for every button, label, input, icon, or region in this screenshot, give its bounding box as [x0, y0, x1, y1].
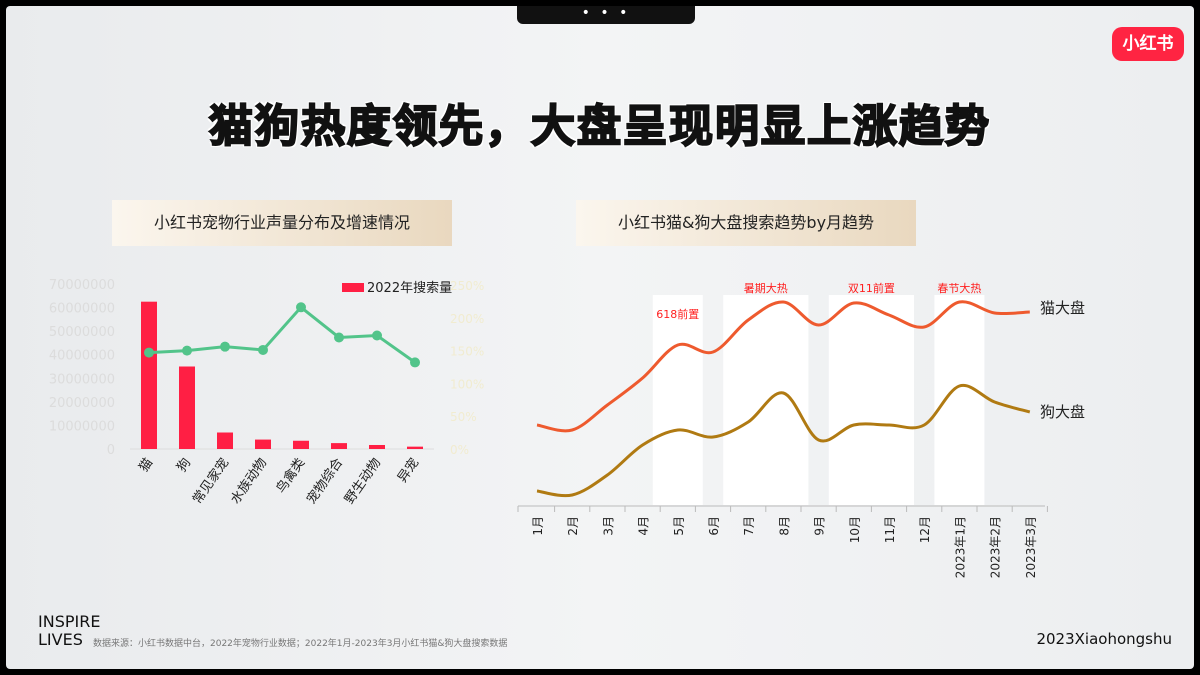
- growth-point: [334, 332, 344, 343]
- growth-point: [372, 330, 382, 341]
- slide: • • • 小红书: [6, 6, 1194, 669]
- y-right-tick: 250%: [450, 279, 484, 293]
- legend-swatch: [342, 283, 364, 292]
- x-tick-label: 10月: [848, 516, 862, 543]
- highlight-label: 618前置: [656, 307, 699, 321]
- growth-point: [410, 357, 420, 368]
- xiaohongshu-logo: 小红书: [1112, 27, 1184, 61]
- x-tick-label: 2月: [566, 516, 580, 536]
- y-left-tick: 60000000: [49, 302, 115, 317]
- y-left-tick: 20000000: [49, 396, 115, 411]
- growth-point: [220, 341, 230, 352]
- y-right-tick: 100%: [450, 377, 484, 391]
- x-tick-label: 12月: [918, 516, 932, 543]
- volume-growth-chart: 0 10000000 20000000 30000000 40000000 5000000…: [49, 278, 484, 507]
- x-tick-label: 5月: [672, 516, 686, 536]
- highlight-band: [652, 295, 703, 505]
- x-tick-label: 3月: [601, 516, 615, 536]
- highlight-label: 春节大热: [937, 281, 981, 295]
- y-left-tick: 50000000: [49, 325, 115, 340]
- highlight-band: [828, 295, 914, 505]
- bar: [255, 439, 271, 449]
- bar: [331, 443, 347, 449]
- y-left-tick: 30000000: [49, 372, 115, 387]
- growth-point: [296, 302, 306, 313]
- copyright: 2023Xiaohongshu: [1036, 630, 1172, 648]
- y-left-tick: 10000000: [49, 419, 115, 434]
- y-right-tick: 150%: [450, 345, 484, 359]
- data-source-note: 数据来源：小红书数据中台，2022年宠物行业数据；2022年1月-2023年3月…: [93, 639, 508, 649]
- x-tick-label: 2023年2月: [989, 516, 1003, 578]
- x-tick-label: 11月: [883, 516, 897, 543]
- growth-point: [144, 347, 154, 358]
- y-right-tick: 0%: [450, 443, 469, 457]
- x-tick-label: 6月: [707, 516, 721, 536]
- highlight-label: 双11前置: [848, 281, 895, 295]
- x-tick-label: 8月: [777, 516, 791, 536]
- growth-line: [148, 305, 416, 364]
- y-right-tick: 50%: [450, 410, 477, 424]
- bar: [141, 301, 157, 449]
- bar: [179, 366, 195, 449]
- x-tick-label: 1月: [531, 516, 545, 536]
- y-left-tick: 40000000: [49, 349, 115, 364]
- series-line: [536, 383, 1031, 498]
- growth-point: [258, 344, 268, 355]
- x-tick-label: 4月: [637, 516, 651, 536]
- y-left-tick: 70000000: [49, 278, 115, 293]
- series-line: [536, 300, 1030, 433]
- left-chart-header: 小红书宠物行业声量分布及增速情况: [112, 200, 452, 246]
- growth-point: [182, 345, 192, 356]
- y-left-tick: 0: [107, 443, 115, 458]
- highlight-band: [723, 295, 809, 505]
- x-tick-label: 2023年1月: [953, 516, 967, 578]
- bar: [217, 432, 233, 449]
- bar: [369, 444, 385, 449]
- highlight-band: [934, 295, 985, 505]
- brand-tagline: INSPIRE LIVES: [38, 612, 101, 649]
- x-tick-label: 9月: [813, 516, 827, 536]
- right-chart-header: 小红书猫&狗大盘搜索趋势by月趋势: [576, 200, 916, 246]
- x-tick-label: 2023年3月: [1024, 516, 1038, 578]
- x-tick-label: 7月: [742, 516, 756, 536]
- window-handle[interactable]: • • •: [517, 6, 695, 24]
- series-label: 狗大盘: [1040, 403, 1085, 421]
- page-title: 猫狗热度领先，大盘呈现明显上涨趋势: [208, 100, 991, 153]
- bar: [407, 446, 423, 449]
- bar: [293, 440, 309, 449]
- y-right-tick: 200%: [450, 312, 484, 326]
- series-label: 猫大盘: [1040, 299, 1085, 317]
- highlight-label: 暑期大热: [744, 281, 788, 295]
- legend-label: 2022年搜索量: [367, 281, 452, 296]
